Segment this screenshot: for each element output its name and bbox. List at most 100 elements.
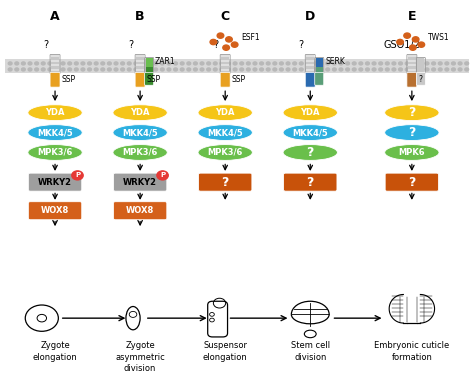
Circle shape	[74, 68, 78, 71]
Circle shape	[300, 62, 303, 65]
Circle shape	[392, 68, 396, 71]
FancyBboxPatch shape	[316, 71, 323, 73]
FancyBboxPatch shape	[136, 69, 144, 71]
Text: Stem cell
division: Stem cell division	[291, 341, 330, 362]
Ellipse shape	[198, 125, 252, 141]
Circle shape	[21, 68, 25, 71]
FancyBboxPatch shape	[385, 173, 438, 191]
FancyBboxPatch shape	[136, 55, 144, 58]
Circle shape	[223, 45, 229, 50]
FancyBboxPatch shape	[316, 67, 323, 69]
Circle shape	[280, 62, 283, 65]
Text: ?: ?	[298, 40, 303, 50]
Text: SSP: SSP	[232, 75, 246, 84]
FancyBboxPatch shape	[417, 67, 424, 69]
Text: MKK4/5: MKK4/5	[37, 128, 73, 137]
Text: ?: ?	[418, 75, 422, 84]
Circle shape	[280, 68, 283, 71]
Circle shape	[458, 68, 462, 71]
Text: B: B	[136, 10, 145, 23]
Circle shape	[141, 62, 145, 65]
Text: C: C	[220, 10, 230, 23]
Circle shape	[379, 62, 383, 65]
Circle shape	[419, 62, 422, 65]
Circle shape	[128, 62, 131, 65]
FancyBboxPatch shape	[146, 65, 153, 67]
Circle shape	[246, 62, 250, 65]
Circle shape	[352, 62, 356, 65]
Circle shape	[35, 68, 38, 71]
Circle shape	[240, 62, 244, 65]
Circle shape	[306, 68, 310, 71]
Circle shape	[412, 37, 419, 42]
Circle shape	[260, 62, 264, 65]
Circle shape	[141, 68, 145, 71]
Circle shape	[187, 68, 191, 71]
Ellipse shape	[198, 144, 252, 160]
Ellipse shape	[113, 144, 167, 160]
Text: MKK4/5: MKK4/5	[122, 128, 158, 137]
Text: D: D	[305, 10, 315, 23]
Text: A: A	[50, 10, 60, 23]
Circle shape	[207, 62, 210, 65]
Circle shape	[313, 62, 317, 65]
FancyBboxPatch shape	[221, 60, 229, 62]
Circle shape	[419, 68, 422, 71]
Circle shape	[332, 62, 336, 65]
Circle shape	[306, 62, 310, 65]
Circle shape	[240, 68, 244, 71]
Circle shape	[397, 39, 403, 45]
Circle shape	[35, 62, 38, 65]
Text: SSP: SSP	[62, 75, 75, 84]
Ellipse shape	[113, 105, 167, 120]
FancyBboxPatch shape	[305, 72, 315, 87]
FancyBboxPatch shape	[136, 58, 144, 60]
Text: E: E	[408, 10, 416, 23]
FancyBboxPatch shape	[306, 55, 314, 58]
Circle shape	[48, 68, 52, 71]
Circle shape	[425, 68, 429, 71]
Circle shape	[8, 68, 12, 71]
Circle shape	[226, 37, 232, 42]
Circle shape	[21, 62, 25, 65]
Circle shape	[418, 42, 425, 47]
Circle shape	[293, 62, 297, 65]
Circle shape	[425, 62, 429, 65]
Circle shape	[68, 68, 72, 71]
Circle shape	[233, 68, 237, 71]
Circle shape	[28, 62, 32, 65]
Circle shape	[15, 62, 18, 65]
FancyBboxPatch shape	[113, 173, 167, 191]
Circle shape	[372, 62, 376, 65]
Circle shape	[438, 68, 442, 71]
FancyBboxPatch shape	[51, 64, 59, 66]
Text: Zygote
elongation: Zygote elongation	[33, 341, 77, 362]
Circle shape	[465, 62, 469, 65]
FancyBboxPatch shape	[408, 58, 416, 60]
Ellipse shape	[28, 125, 82, 141]
Circle shape	[72, 171, 83, 180]
Circle shape	[88, 68, 91, 71]
Circle shape	[432, 68, 436, 71]
FancyBboxPatch shape	[113, 202, 167, 220]
Circle shape	[365, 62, 369, 65]
FancyBboxPatch shape	[136, 66, 144, 69]
Circle shape	[28, 68, 32, 71]
Text: MPK6: MPK6	[399, 148, 425, 157]
Circle shape	[81, 62, 85, 65]
Circle shape	[121, 68, 125, 71]
Ellipse shape	[198, 105, 252, 120]
Text: Zygote
asymmetric
division: Zygote asymmetric division	[115, 341, 165, 373]
Circle shape	[227, 62, 230, 65]
FancyBboxPatch shape	[408, 69, 416, 71]
Text: TWS1: TWS1	[428, 33, 450, 42]
Circle shape	[74, 62, 78, 65]
Text: ?: ?	[408, 176, 416, 189]
Circle shape	[233, 62, 237, 65]
FancyBboxPatch shape	[51, 58, 59, 60]
Circle shape	[108, 62, 111, 65]
FancyBboxPatch shape	[306, 66, 314, 69]
Circle shape	[445, 62, 449, 65]
FancyBboxPatch shape	[146, 58, 153, 60]
Circle shape	[339, 62, 343, 65]
